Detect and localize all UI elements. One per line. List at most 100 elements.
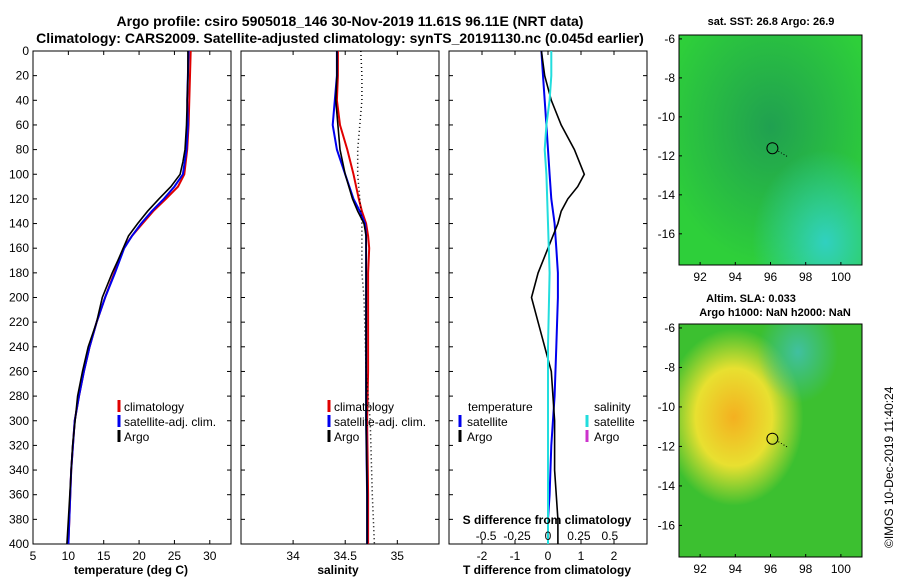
sla-map-panel: Altim. SLA: 0.033 Argo h1000: NaN h2000:…: [658, 293, 863, 576]
y-tick-label: 340: [9, 463, 29, 477]
sla-map-title-2: Argo h1000: NaN h2000: NaN: [699, 307, 851, 319]
salinity-y-ticks: [241, 50, 439, 545]
x-tick-label: 1: [578, 549, 585, 563]
y-tick-label: 320: [9, 438, 29, 452]
y-tick-label: 80: [16, 143, 30, 157]
map-x-label: 92: [693, 270, 707, 284]
map-y-label: -8: [664, 360, 675, 374]
salinity-series: [331, 50, 376, 545]
map-y-label: -14: [658, 188, 676, 202]
series-climatology: [335, 51, 371, 544]
sst-map-cyan-region: [679, 35, 862, 265]
s-tick-label: 0: [545, 529, 552, 543]
legend-salinity-heading: salinity: [594, 400, 631, 414]
legend-argo: Argo: [334, 430, 360, 444]
map-x-label: 96: [764, 562, 778, 576]
difference-legend-temperature: temperature satellite Argo: [458, 400, 533, 444]
series-satellite-adj-clim-: [67, 50, 190, 545]
legend-satellite: satellite-adj. clim.: [124, 415, 216, 429]
salinity-xlabel: salinity: [317, 563, 359, 577]
series-std-dotted: [356, 50, 376, 545]
difference-s-ticks: -0.5 -0.25 0 0.25 0.5: [476, 529, 619, 543]
y-tick-label: 400: [9, 537, 29, 551]
temperature-panel: 0 20 40 60 80 100 120 140 160 180 200 220 240 260 280 3…: [9, 44, 232, 577]
difference-panel: -2 -1 0 1 2 temperature satellite Argo salin…: [448, 50, 648, 577]
x-tick-label: 34.5: [334, 549, 358, 563]
title-line2: Climatology: CARS2009. Satellite-adjuste…: [36, 30, 644, 46]
map-y-label: -14: [658, 479, 676, 493]
map-x-label: 100: [831, 562, 851, 576]
x-tick-label: 35: [391, 549, 405, 563]
salinity-axes-frame: [240, 50, 440, 545]
series-argo: [334, 51, 368, 544]
legend-satellite: satellite-adj. clim.: [334, 415, 426, 429]
map-x-label: 94: [729, 270, 743, 284]
temperature-x-ticks: 5 10 15 20 25 30: [30, 51, 217, 563]
x-tick-label: 0: [545, 549, 552, 563]
legend-s-argo: Argo: [594, 430, 620, 444]
map-x-label: 92: [693, 562, 707, 576]
x-tick-label: 20: [132, 549, 146, 563]
temperature-legend: climatology satellite-adj. clim. Argo: [117, 400, 216, 444]
legend-s-satellite: satellite: [594, 415, 635, 429]
y-tick-label: 260: [9, 364, 29, 378]
map-x-label: 94: [729, 562, 743, 576]
sst-map-ticks: 92 94 96 98 100 -6 -8 -10 -12 -14 -16: [658, 32, 852, 284]
y-tick-label: 0: [22, 44, 29, 58]
difference-legend-salinity: salinity satellite Argo: [585, 400, 635, 444]
x-tick-label: 30: [203, 549, 217, 563]
sst-argo-track: [778, 150, 789, 158]
series-argo: [66, 51, 189, 545]
y-tick-label: 360: [9, 488, 29, 502]
title-line1: Argo profile: csiro 5905018_146 30-Nov-2…: [117, 13, 584, 29]
x-tick-label: -1: [510, 549, 521, 563]
map-y-label: -6: [664, 32, 675, 46]
map-x-label: 96: [764, 270, 778, 284]
map-y-label: -16: [658, 518, 676, 532]
sst-map-panel: sat. SST: 26.8 Argo: 26.9 92 94 96 98 100 -6 -…: [658, 16, 863, 284]
sla-map-title-1: Altim. SLA: 0.033: [706, 293, 796, 305]
sst-map-title: sat. SST: 26.8 Argo: 26.9: [708, 16, 835, 28]
x-tick-label: 25: [168, 549, 182, 563]
sla-map-low-region: [679, 324, 862, 557]
y-tick-label: 40: [16, 93, 30, 107]
temperature-y-ticks: 0 20 40 60 80 100 120 140 160 180 200 220 240 260 280 3…: [9, 44, 231, 551]
x-tick-label: 15: [97, 549, 111, 563]
map-y-label: -6: [664, 321, 675, 335]
s-tick-label: 0.5: [602, 529, 619, 543]
difference-series: [530, 50, 586, 544]
sst-argo-marker: [766, 142, 779, 155]
imos-credit: ©IMOS 10-Dec-2019 11:40:24: [882, 386, 896, 548]
x-tick-label: 34: [286, 549, 300, 563]
map-y-label: -10: [658, 400, 676, 414]
y-tick-label: 380: [9, 512, 29, 526]
y-tick-label: 100: [9, 167, 29, 181]
sla-argo-track: [778, 441, 789, 449]
x-tick-label: 2: [611, 549, 618, 563]
legend-climatology: climatology: [334, 400, 394, 414]
difference-y-ticks: [449, 50, 647, 545]
y-tick-label: 220: [9, 315, 29, 329]
map-y-label: -16: [658, 227, 676, 241]
s-tick-label: -0.5: [476, 529, 497, 543]
s-tick-label: -0.25: [503, 529, 531, 543]
series-t-satellite: [540, 50, 559, 544]
y-tick-label: 120: [9, 192, 29, 206]
salinity-x-ticks: 34 34.5 35: [286, 51, 404, 563]
temperature-series: [66, 50, 192, 545]
legend-t-satellite: satellite: [467, 415, 508, 429]
x-tick-label: 10: [62, 549, 76, 563]
map-x-label: 98: [799, 270, 813, 284]
map-y-label: -8: [664, 71, 675, 85]
legend-argo: Argo: [124, 430, 150, 444]
map-y-label: -10: [658, 110, 676, 124]
legend-climatology: climatology: [124, 400, 184, 414]
y-tick-label: 20: [16, 69, 30, 83]
map-x-label: 98: [799, 562, 813, 576]
s-tick-label: 0.25: [567, 529, 591, 543]
difference-s-xlabel: S difference from climatology: [463, 513, 632, 527]
y-tick-label: 300: [9, 414, 29, 428]
y-tick-label: 60: [16, 118, 30, 132]
difference-t-xlabel: T difference from climatology: [463, 563, 631, 577]
